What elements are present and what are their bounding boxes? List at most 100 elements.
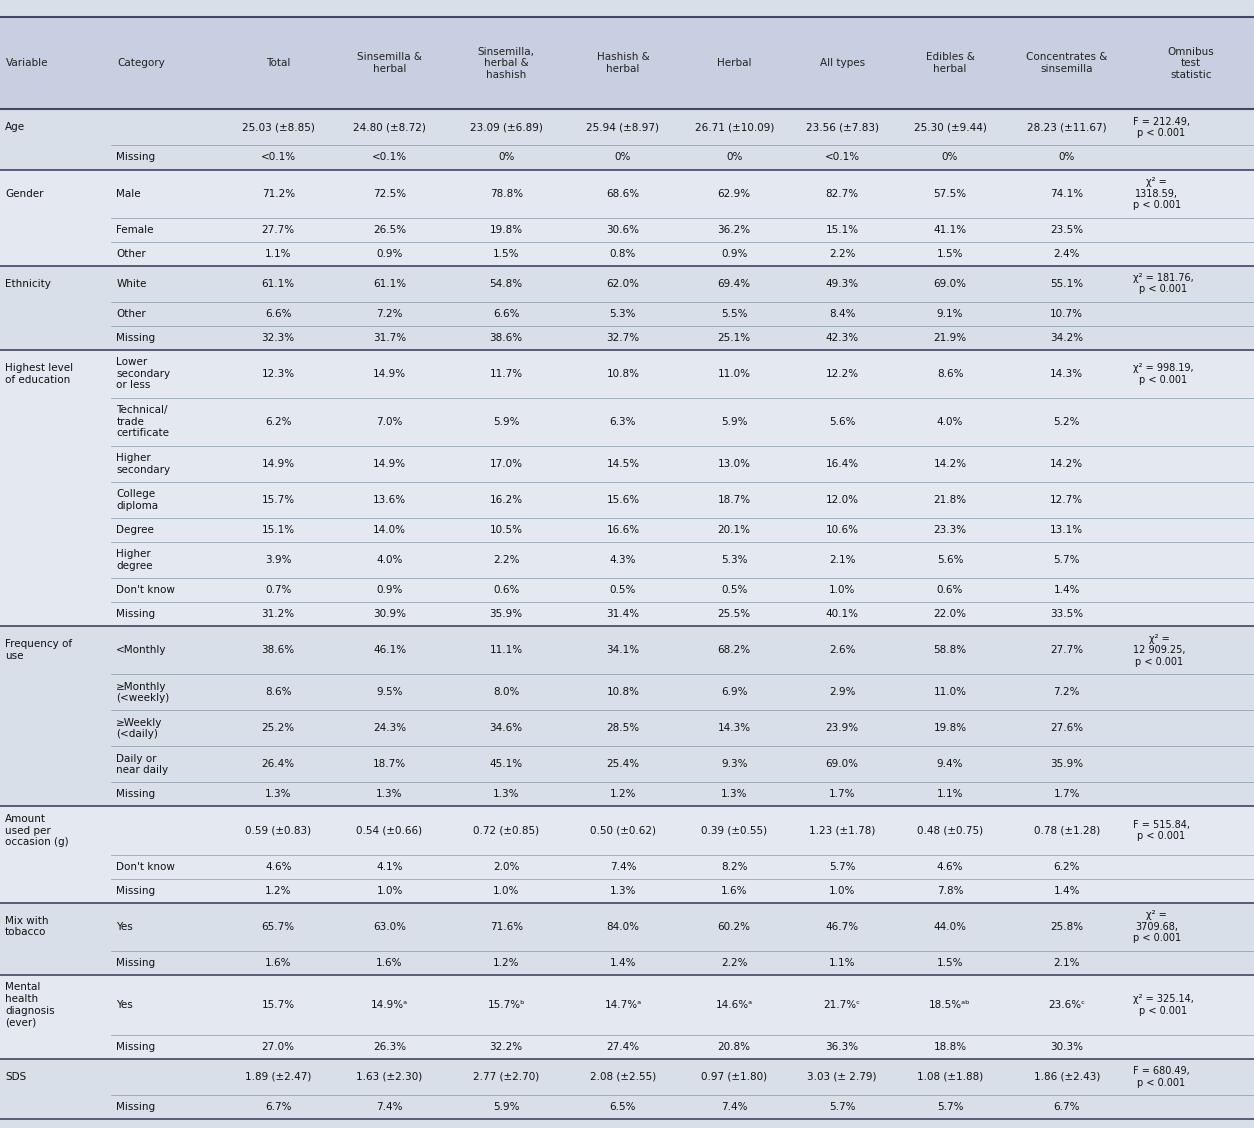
Text: 0.8%: 0.8% bbox=[609, 248, 636, 258]
Text: 12.2%: 12.2% bbox=[825, 369, 859, 379]
Text: 18.7%: 18.7% bbox=[717, 495, 751, 505]
Text: 46.7%: 46.7% bbox=[825, 922, 859, 932]
Text: 5.5%: 5.5% bbox=[721, 309, 747, 319]
Text: 21.9%: 21.9% bbox=[933, 333, 967, 343]
Text: 10.7%: 10.7% bbox=[1050, 309, 1083, 319]
FancyBboxPatch shape bbox=[0, 350, 1254, 398]
Text: 5.6%: 5.6% bbox=[937, 555, 963, 565]
Text: 25.03 (±8.85): 25.03 (±8.85) bbox=[242, 123, 315, 132]
Text: 15.7%ᵇ: 15.7%ᵇ bbox=[488, 999, 525, 1010]
Text: 30.6%: 30.6% bbox=[607, 224, 640, 235]
Text: 46.1%: 46.1% bbox=[372, 645, 406, 655]
Text: 3.03 (± 2.79): 3.03 (± 2.79) bbox=[808, 1072, 877, 1082]
Text: Other: Other bbox=[117, 309, 145, 319]
Text: 25.5%: 25.5% bbox=[717, 609, 751, 619]
Text: 1.23 (±1.78): 1.23 (±1.78) bbox=[809, 826, 875, 836]
Text: 31.4%: 31.4% bbox=[607, 609, 640, 619]
Text: 6.7%: 6.7% bbox=[265, 1102, 291, 1112]
Text: 10.5%: 10.5% bbox=[490, 525, 523, 535]
Text: 68.2%: 68.2% bbox=[717, 645, 751, 655]
Text: 15.1%: 15.1% bbox=[262, 525, 295, 535]
Text: Higher
degree: Higher degree bbox=[117, 549, 153, 571]
Text: 14.9%: 14.9% bbox=[372, 459, 406, 469]
Text: 27.4%: 27.4% bbox=[607, 1042, 640, 1052]
Text: Don't know: Don't know bbox=[117, 585, 176, 596]
Text: 1.4%: 1.4% bbox=[1053, 585, 1080, 596]
FancyBboxPatch shape bbox=[0, 879, 1254, 902]
Text: 27.7%: 27.7% bbox=[1050, 645, 1083, 655]
Text: 0.39 (±0.55): 0.39 (±0.55) bbox=[701, 826, 767, 836]
Text: 3.9%: 3.9% bbox=[265, 555, 291, 565]
Text: 0%: 0% bbox=[942, 152, 958, 162]
Text: Missing: Missing bbox=[117, 1042, 155, 1052]
Text: 6.9%: 6.9% bbox=[721, 687, 747, 697]
Text: Sinsemilla,
herbal &
hashish: Sinsemilla, herbal & hashish bbox=[478, 46, 534, 80]
Text: 71.2%: 71.2% bbox=[262, 188, 295, 199]
Text: 1.5%: 1.5% bbox=[937, 958, 963, 968]
Text: Missing: Missing bbox=[117, 333, 155, 343]
FancyBboxPatch shape bbox=[0, 1059, 1254, 1095]
Text: 1.0%: 1.0% bbox=[829, 585, 855, 596]
Text: 27.0%: 27.0% bbox=[262, 1042, 295, 1052]
Text: 38.6%: 38.6% bbox=[489, 333, 523, 343]
Text: 5.7%: 5.7% bbox=[937, 1102, 963, 1112]
Text: 2.08 (±2.55): 2.08 (±2.55) bbox=[589, 1072, 656, 1082]
Text: 5.9%: 5.9% bbox=[721, 417, 747, 426]
Text: 61.1%: 61.1% bbox=[372, 279, 406, 289]
Text: 15.1%: 15.1% bbox=[825, 224, 859, 235]
Text: 27.7%: 27.7% bbox=[262, 224, 295, 235]
Text: 5.7%: 5.7% bbox=[1053, 555, 1080, 565]
Text: 32.7%: 32.7% bbox=[607, 333, 640, 343]
Text: 12.7%: 12.7% bbox=[1050, 495, 1083, 505]
Text: Omnibus
test
statistic: Omnibus test statistic bbox=[1167, 46, 1214, 80]
Text: 2.77 (±2.70): 2.77 (±2.70) bbox=[473, 1072, 539, 1082]
FancyBboxPatch shape bbox=[0, 855, 1254, 879]
Text: 14.0%: 14.0% bbox=[372, 525, 406, 535]
Text: 1.86 (±2.43): 1.86 (±2.43) bbox=[1033, 1072, 1100, 1082]
Text: 15.6%: 15.6% bbox=[607, 495, 640, 505]
Text: 0.50 (±0.62): 0.50 (±0.62) bbox=[589, 826, 656, 836]
Text: 1.3%: 1.3% bbox=[721, 790, 747, 800]
Text: 2.4%: 2.4% bbox=[1053, 248, 1080, 258]
Text: 62.9%: 62.9% bbox=[717, 188, 751, 199]
Text: 30.3%: 30.3% bbox=[1050, 1042, 1083, 1052]
Text: 25.2%: 25.2% bbox=[262, 723, 295, 733]
Text: 28.5%: 28.5% bbox=[607, 723, 640, 733]
Text: 1.7%: 1.7% bbox=[829, 790, 855, 800]
Text: 65.7%: 65.7% bbox=[262, 922, 295, 932]
Text: 7.4%: 7.4% bbox=[376, 1102, 403, 1112]
FancyBboxPatch shape bbox=[0, 109, 1254, 146]
Text: 14.5%: 14.5% bbox=[607, 459, 640, 469]
Text: 49.3%: 49.3% bbox=[825, 279, 859, 289]
Text: Technical/
trade
certificate: Technical/ trade certificate bbox=[117, 405, 169, 439]
Text: 30.9%: 30.9% bbox=[372, 609, 406, 619]
Text: 34.2%: 34.2% bbox=[1050, 333, 1083, 343]
Text: 5.3%: 5.3% bbox=[721, 555, 747, 565]
FancyBboxPatch shape bbox=[0, 902, 1254, 951]
Text: 1.89 (±2.47): 1.89 (±2.47) bbox=[245, 1072, 311, 1082]
Text: 0.6%: 0.6% bbox=[493, 585, 519, 596]
Text: 14.3%: 14.3% bbox=[1050, 369, 1083, 379]
Text: Frequency of
use: Frequency of use bbox=[5, 640, 73, 661]
Text: Highest level
of education: Highest level of education bbox=[5, 363, 73, 385]
Text: 8.0%: 8.0% bbox=[493, 687, 519, 697]
Text: 0.72 (±0.85): 0.72 (±0.85) bbox=[473, 826, 539, 836]
Text: 2.2%: 2.2% bbox=[493, 555, 519, 565]
Text: Total: Total bbox=[266, 59, 291, 68]
Text: 15.7%: 15.7% bbox=[262, 495, 295, 505]
Text: 0.9%: 0.9% bbox=[721, 248, 747, 258]
Text: Male: Male bbox=[117, 188, 140, 199]
Text: 55.1%: 55.1% bbox=[1050, 279, 1083, 289]
Text: <0.1%: <0.1% bbox=[825, 152, 860, 162]
Text: 26.5%: 26.5% bbox=[372, 224, 406, 235]
Text: 7.4%: 7.4% bbox=[721, 1102, 747, 1112]
Text: 5.3%: 5.3% bbox=[609, 309, 636, 319]
Text: 0%: 0% bbox=[614, 152, 631, 162]
Text: 1.3%: 1.3% bbox=[609, 885, 636, 896]
Text: χ² = 998.19,
p < 0.001: χ² = 998.19, p < 0.001 bbox=[1132, 363, 1194, 385]
FancyBboxPatch shape bbox=[0, 218, 1254, 241]
Text: Missing: Missing bbox=[117, 790, 155, 800]
Text: 1.2%: 1.2% bbox=[609, 790, 636, 800]
FancyBboxPatch shape bbox=[0, 482, 1254, 518]
Text: 6.2%: 6.2% bbox=[1053, 862, 1080, 872]
